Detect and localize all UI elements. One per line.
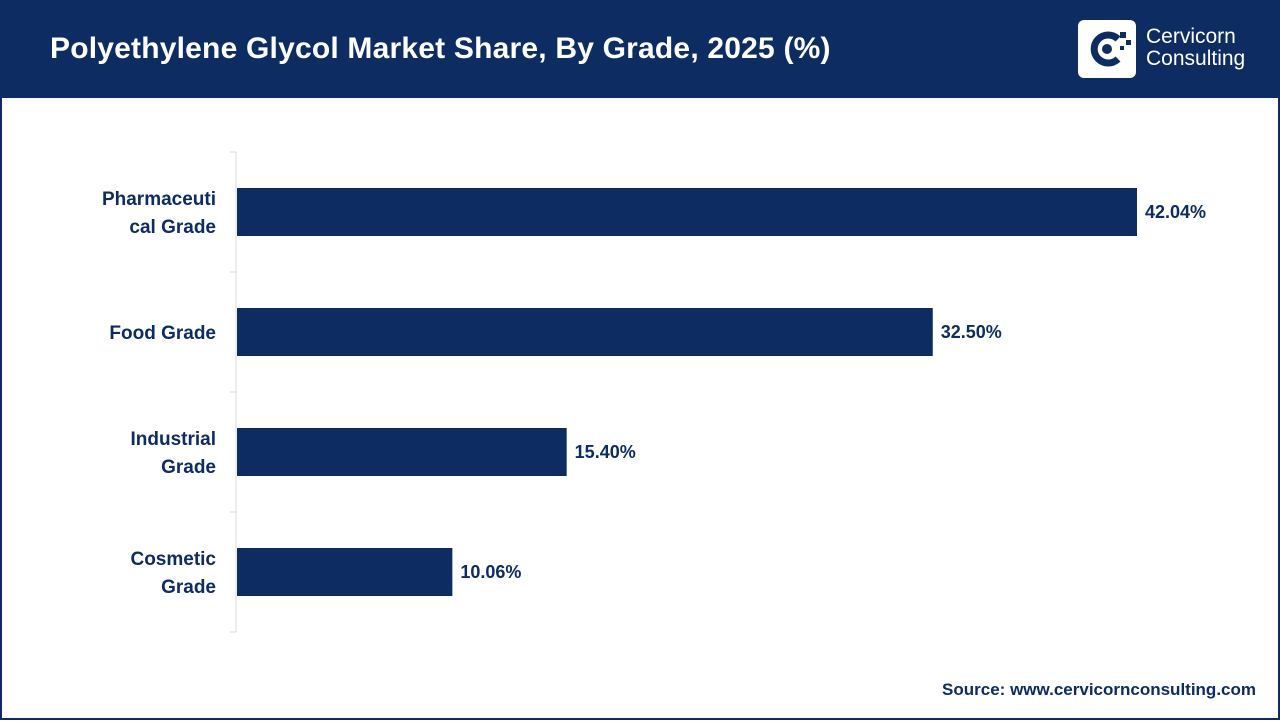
logo-line-1: Cervicorn — [1146, 25, 1236, 48]
logo-mark-icon — [1078, 20, 1136, 78]
bar-chart: 42.04% Pharmaceuti cal Grade 32.50% Food Gra… — [2, 98, 1278, 718]
header-bar: Polyethylene Glycol Market Share, By Gra… — [2, 2, 1278, 98]
bar — [237, 428, 567, 476]
category-label: Pharmaceuti cal Grade — [102, 189, 216, 238]
category-label: Food Grade — [109, 323, 216, 344]
logo-text: Cervicorn Consulting — [1146, 26, 1245, 70]
logo-line-2: Consulting — [1146, 47, 1246, 70]
data-label: 15.40% — [575, 442, 636, 462]
bar — [237, 188, 1137, 236]
category-label-line: Grade — [161, 457, 216, 478]
category-label: Industrial Grade — [130, 429, 216, 478]
data-label: 42.04% — [1145, 202, 1206, 222]
category-label-line: Industrial — [130, 429, 216, 450]
data-label: 32.50% — [941, 322, 1002, 342]
bar-chart-svg: 42.04% Pharmaceuti cal Grade 32.50% Food Gra… — [102, 151, 1206, 633]
bar — [237, 308, 933, 356]
category-label-line: Food Grade — [109, 323, 216, 344]
bar — [237, 548, 453, 596]
brand-logo: Cervicorn Consulting — [1078, 20, 1258, 82]
source-note: Source: www.cervicornconsulting.com — [942, 680, 1256, 700]
category-label-line: cal Grade — [129, 217, 216, 238]
category-label-line: Pharmaceuti — [102, 189, 216, 210]
source-label: Source: — [942, 680, 1006, 699]
category-label-line: Grade — [161, 577, 216, 598]
source-url: www.cervicornconsulting.com — [1010, 680, 1256, 699]
data-label: 10.06% — [460, 562, 521, 582]
chart-title: Polyethylene Glycol Market Share, By Gra… — [50, 32, 831, 65]
category-label: Cosmetic Grade — [130, 549, 216, 598]
category-label-line: Cosmetic — [130, 549, 216, 570]
